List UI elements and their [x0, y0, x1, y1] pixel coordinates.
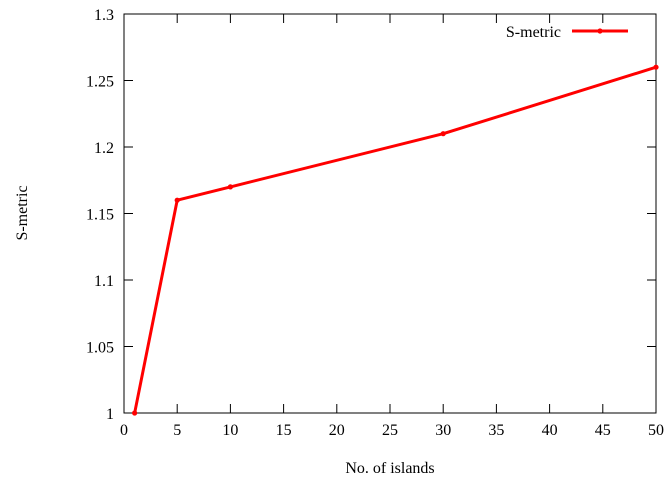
legend-marker: [597, 28, 603, 34]
x-tick-label: 30: [435, 422, 451, 439]
series-layer: [132, 64, 659, 416]
y-axis-title: S-metric: [14, 185, 31, 240]
data-point: [227, 184, 233, 190]
x-axis-title: No. of islands: [345, 460, 434, 477]
y-tick-label: 1: [106, 406, 114, 423]
data-point: [653, 64, 659, 70]
y-tick-label: 1.2: [94, 140, 114, 157]
plot-frame: [123, 13, 657, 414]
data-point: [440, 131, 446, 137]
x-tick-label: 15: [276, 422, 292, 439]
x-tick-label: 50: [648, 422, 664, 439]
y-tick-label: 1.3: [94, 7, 114, 24]
y-tick-label: 1.15: [86, 207, 114, 224]
x-tick-label: 10: [222, 422, 238, 439]
legend: S-metric: [506, 24, 628, 41]
x-tick-label: 5: [173, 422, 181, 439]
y-tick-label: 1.05: [86, 340, 114, 357]
x-tick-label: 40: [542, 422, 558, 439]
x-tick-label: 20: [329, 422, 345, 439]
ticks-layer: 0 5 10 15 20 25 30 35 40 45 50 1 1.05 1.1 1.15 1.2 1.25 1…: [86, 7, 664, 439]
data-point: [174, 197, 180, 203]
series-line: [133, 65, 657, 414]
x-tick-label: 35: [488, 422, 504, 439]
y-tick-label: 1.25: [86, 74, 114, 91]
x-tick-label: 45: [595, 422, 611, 439]
x-tick-label: 25: [382, 422, 398, 439]
x-tick-label: 0: [120, 422, 128, 439]
legend-label: S-metric: [506, 24, 561, 41]
data-point: [132, 410, 138, 416]
y-tick-label: 1.1: [94, 273, 114, 290]
